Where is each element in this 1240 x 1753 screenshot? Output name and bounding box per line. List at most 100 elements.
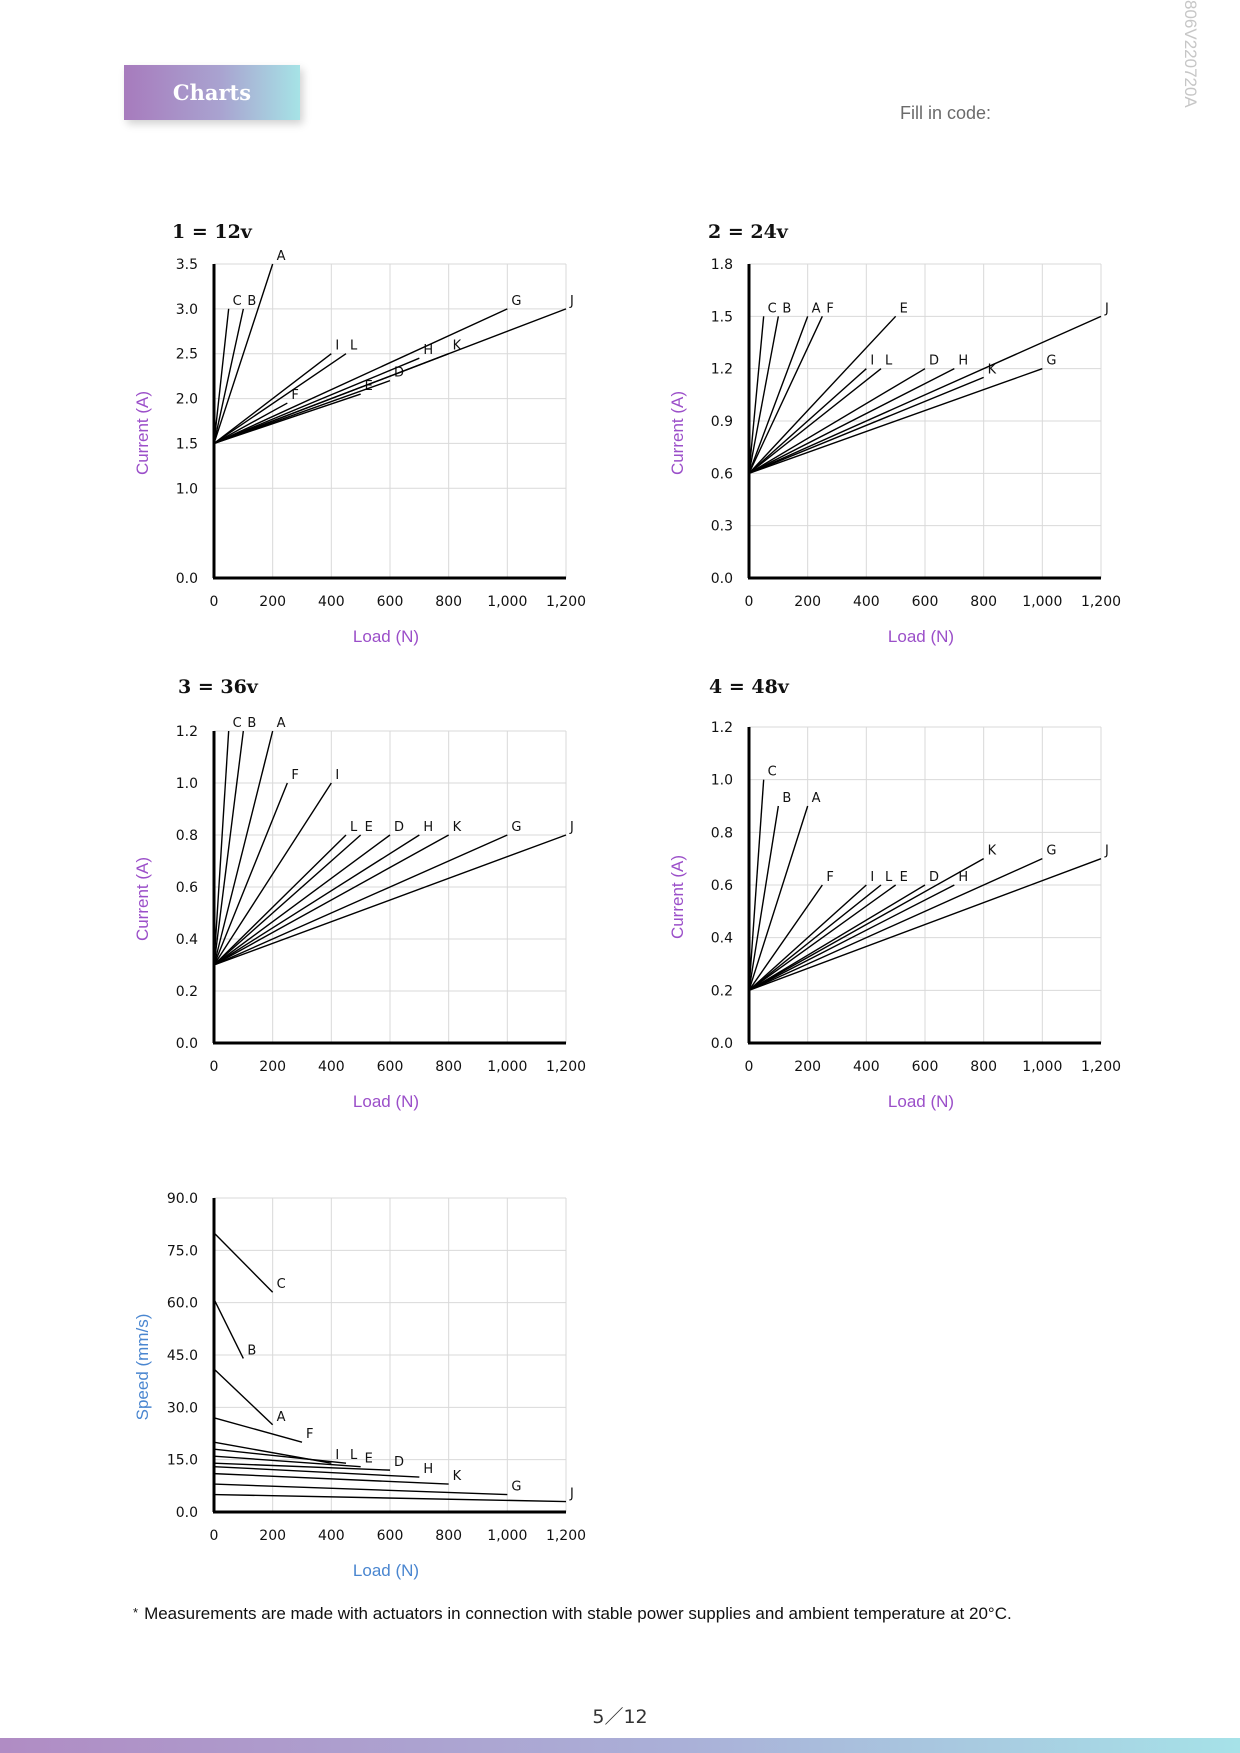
series-label-g: G <box>511 1480 521 1495</box>
series-line-j <box>213 834 567 966</box>
series-label-f: F <box>291 388 298 403</box>
x-tick-label: 1,000 <box>487 1528 527 1544</box>
y-tick-label: 1.5 <box>176 436 198 452</box>
x-tick-label: 0 <box>210 594 219 610</box>
y-tick-label: 1.0 <box>176 776 198 792</box>
x-axis-label: Load (N) <box>888 1092 954 1111</box>
series-label-g: G <box>511 820 521 835</box>
footnote-text: Measurements are made with actuators in … <box>144 1604 1012 1623</box>
x-tick-label: 200 <box>259 594 286 610</box>
x-tick-label: 1,200 <box>546 1059 586 1075</box>
series-label-c: C <box>277 1277 286 1292</box>
series-line-b <box>748 805 780 991</box>
series-label-a: A <box>812 791 821 806</box>
y-tick-label: 0.3 <box>711 519 733 535</box>
y-tick-label: 0.2 <box>711 983 733 999</box>
series-label-b: B <box>247 716 256 731</box>
y-tick-label: 75.0 <box>167 1243 198 1259</box>
series-line-b <box>213 308 245 444</box>
y-axis-label: Current (A) <box>133 391 152 475</box>
series-label-i: I <box>335 768 339 783</box>
series-label-b: B <box>782 301 791 316</box>
series-label-b: B <box>247 1343 256 1358</box>
series-line-h <box>213 357 420 445</box>
chart-title: 2 = 24v <box>708 221 789 243</box>
series-label-d: D <box>394 1455 404 1470</box>
series-line-e <box>748 315 897 474</box>
x-tick-label: 600 <box>377 1059 404 1075</box>
x-axis-label: Load (N) <box>353 1092 419 1111</box>
x-tick-label: 0 <box>210 1528 219 1544</box>
series-line-g <box>748 368 1043 474</box>
y-axis-label: Current (A) <box>133 857 152 941</box>
series-label-a: A <box>277 716 286 731</box>
series-label-f: F <box>291 768 298 783</box>
series-line-c <box>748 779 765 991</box>
series-line-d <box>213 834 391 966</box>
x-tick-label: 1,200 <box>1081 594 1121 610</box>
series-line-l <box>213 834 347 966</box>
series-line-k <box>213 1472 449 1485</box>
series-line-f <box>213 1417 303 1443</box>
chart-title: 3 = 36v <box>178 676 259 698</box>
page-number: 5／12 <box>592 1706 648 1728</box>
y-tick-label: 0.0 <box>711 1036 733 1052</box>
y-tick-label: 1.0 <box>711 773 733 789</box>
section-title: Charts <box>172 80 252 105</box>
series-line-e <box>213 834 362 966</box>
series-line-g <box>748 858 1043 991</box>
series-label-l: L <box>350 339 358 354</box>
y-tick-label: 0.8 <box>176 828 198 844</box>
series-label-g: G <box>511 294 521 309</box>
series-line-g <box>213 308 508 445</box>
series-line-j <box>748 858 1102 991</box>
series-label-j: J <box>569 294 574 309</box>
series-line-k <box>213 834 450 966</box>
y-tick-label: 2.5 <box>176 347 198 363</box>
x-axis-label: Load (N) <box>888 627 954 646</box>
series-line-e <box>748 884 897 991</box>
series-line-a <box>213 730 274 966</box>
y-tick-label: 1.5 <box>711 309 733 325</box>
series-line-l <box>748 368 882 474</box>
x-tick-label: 1,000 <box>487 1059 527 1075</box>
series-line-j <box>213 1493 567 1503</box>
y-axis-label: Current (A) <box>668 855 687 939</box>
footnote-marker: * <box>133 1605 139 1620</box>
series-label-h: H <box>958 354 968 369</box>
series-line-k <box>748 858 985 991</box>
series-label-c: C <box>233 716 242 731</box>
y-tick-label: 0.0 <box>176 1505 198 1521</box>
y-tick-label: 0.6 <box>711 878 733 894</box>
series-line-h <box>748 368 955 474</box>
x-tick-label: 200 <box>259 1059 286 1075</box>
series-line-a <box>748 316 809 474</box>
bottom-gradient-bar <box>0 1738 1240 1753</box>
x-tick-label: 1,000 <box>487 594 527 610</box>
chart-2: 0 200 400 600 800 1,000 1,200 0.0 0.3 0.6 0.9 1.2 1.… <box>668 221 1121 646</box>
series-label-l: L <box>350 820 358 835</box>
series-line-c <box>213 730 230 966</box>
series-label-k: K <box>453 820 462 835</box>
charts-canvas: 0 200 400 600 800 1,000 1,200 0.0 1.0 1.5 2.0 2.5 3.… <box>133 221 1121 1580</box>
series-label-a: A <box>277 249 286 264</box>
series-line-f <box>213 402 288 445</box>
series-label-d: D <box>929 354 939 369</box>
x-tick-label: 400 <box>853 1059 880 1075</box>
y-tick-label: 0.6 <box>711 466 733 482</box>
y-tick-label: 1.2 <box>711 362 733 378</box>
series-line-d <box>748 884 926 991</box>
series-label-j: J <box>569 1487 574 1502</box>
series-line-g <box>213 834 508 966</box>
x-tick-label: 1,200 <box>546 1528 586 1544</box>
y-tick-label: 0.8 <box>711 825 733 841</box>
y-axis-label: Speed (mm/s) <box>133 1314 152 1421</box>
series-line-h <box>213 834 420 966</box>
series-label-f: F <box>306 1427 313 1442</box>
series-line-i <box>748 368 867 474</box>
y-tick-label: 0.4 <box>176 932 198 948</box>
series-label-i: I <box>335 339 339 354</box>
series-line-h <box>213 1465 420 1478</box>
series-line-l <box>213 353 347 445</box>
series-label-a: A <box>277 1410 286 1425</box>
